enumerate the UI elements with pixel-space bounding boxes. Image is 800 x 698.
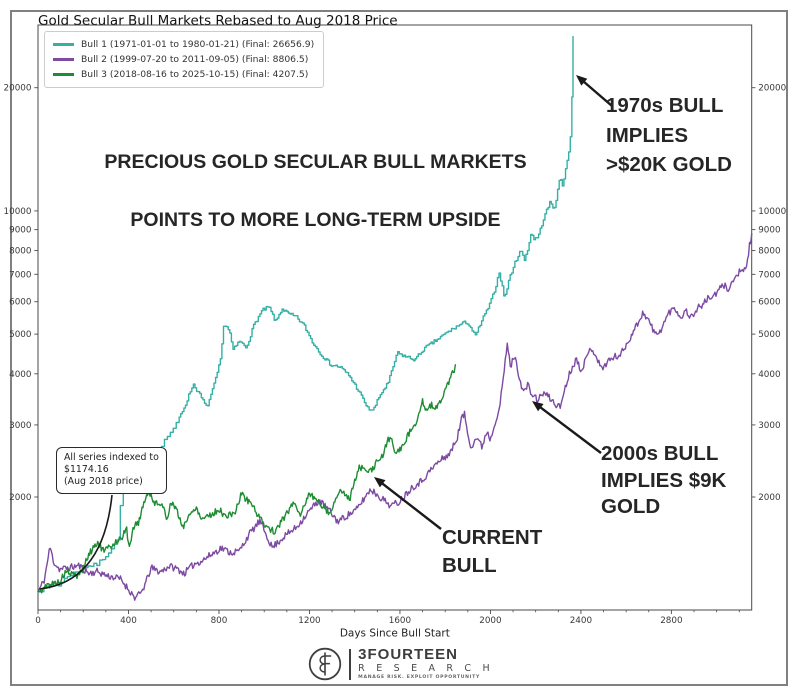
brand-name: 3FOURTEEN [358,646,459,663]
brand-subtitle: R E S E A R C H [358,663,494,674]
series-line-bull-2 [37,232,753,601]
svg-text:10000: 10000 [758,207,786,217]
indexed-note-box: All series indexed to $1174.16 (Aug 2018… [56,447,167,494]
x-axis-label: Days Since Bull Start [340,628,450,640]
headline-annotation: PRECIOUS GOLD SECULAR BULL MARKETS POINT… [88,119,543,264]
svg-text:6000: 6000 [9,298,32,308]
annotation-1970s-bull: 1970s BULL IMPLIES >$20K GOLD [606,94,732,176]
arrow-current-bull [374,477,442,530]
footer-logo: 3FOURTEEN R E S E A R C H MANAGE RISK. E… [0,645,800,683]
indexed-note-connector [39,494,113,590]
annotation-2000s-bull: 2000s BULL IMPLIES $9K GOLD [601,442,727,518]
headline-line-1: PRECIOUS GOLD SECULAR BULL MARKETS [104,151,527,173]
svg-text:4000: 4000 [758,370,781,380]
svg-text:20000: 20000 [4,84,32,94]
legend-item-bull-2: Bull 2 (1999-07-20 to 2011-09-05) (Final… [53,52,314,67]
legend-label-bull-2: Bull 2 (1999-07-20 to 2011-09-05) (Final… [81,54,309,65]
plot-frame [37,24,753,611]
svg-text:1600: 1600 [389,616,412,626]
svg-text:2400: 2400 [570,616,593,626]
svg-text:1200: 1200 [298,616,321,626]
svg-text:5000: 5000 [9,330,32,340]
legend: Bull 1 (1971-01-01 to 1980-01-21) (Final… [44,31,325,88]
svg-text:7000: 7000 [758,270,781,280]
figure-border [10,10,788,686]
y-axis-ticks: 2000 2000 3000 3000 4000 4000 5000 5000 6000 6000… [4,84,787,503]
svg-text:0: 0 [35,616,41,626]
legend-item-bull-1: Bull 1 (1971-01-01 to 1980-01-21) (Final… [53,37,314,52]
svg-text:3000: 3000 [9,421,32,431]
legend-label-bull-1: Bull 1 (1971-01-01 to 1980-01-21) (Final… [81,39,315,50]
svg-text:4000: 4000 [9,370,32,380]
svg-text:9000: 9000 [9,226,32,236]
svg-text:400: 400 [120,616,137,626]
svg-text:2000: 2000 [9,493,32,503]
svg-text:10000: 10000 [4,207,32,217]
series-line-bull-1 [37,35,574,593]
headline-line-2: POINTS TO MORE LONG-TERM UPSIDE [130,209,501,231]
legend-swatch-bull-3 [53,73,74,76]
arrow-1970s-bull [576,75,613,107]
svg-text:2000: 2000 [758,493,781,503]
svg-text:20000: 20000 [758,84,786,94]
series-line-bull-3 [37,364,457,594]
svg-text:6000: 6000 [758,298,781,308]
legend-swatch-bull-2 [53,58,74,61]
legend-swatch-bull-1 [53,43,74,46]
logo-divider [349,648,352,680]
svg-text:9000: 9000 [758,226,781,236]
svg-text:800: 800 [211,616,228,626]
legend-item-bull-3: Bull 3 (2018-08-16 to 2025-10-15) (Final… [53,67,314,82]
svg-text:2800: 2800 [660,616,683,626]
svg-text:5000: 5000 [758,330,781,340]
brand-tagline: MANAGE RISK. EXPLOIT OPPORTUNITY [358,675,480,680]
arrow-2000s-bull [532,401,602,454]
threefourteen-logo-icon [308,647,342,681]
svg-text:8000: 8000 [9,247,32,257]
svg-text:3000: 3000 [758,421,781,431]
svg-text:8000: 8000 [758,247,781,257]
annotation-current-bull: CURRENT BULL [442,526,543,577]
svg-text:2000: 2000 [479,616,502,626]
x-axis-ticks: 0 400 800 1200 1600 2000 2400 2800 [35,610,740,626]
svg-text:7000: 7000 [9,270,32,280]
legend-label-bull-3: Bull 3 (2018-08-16 to 2025-10-15) (Final… [81,69,309,80]
